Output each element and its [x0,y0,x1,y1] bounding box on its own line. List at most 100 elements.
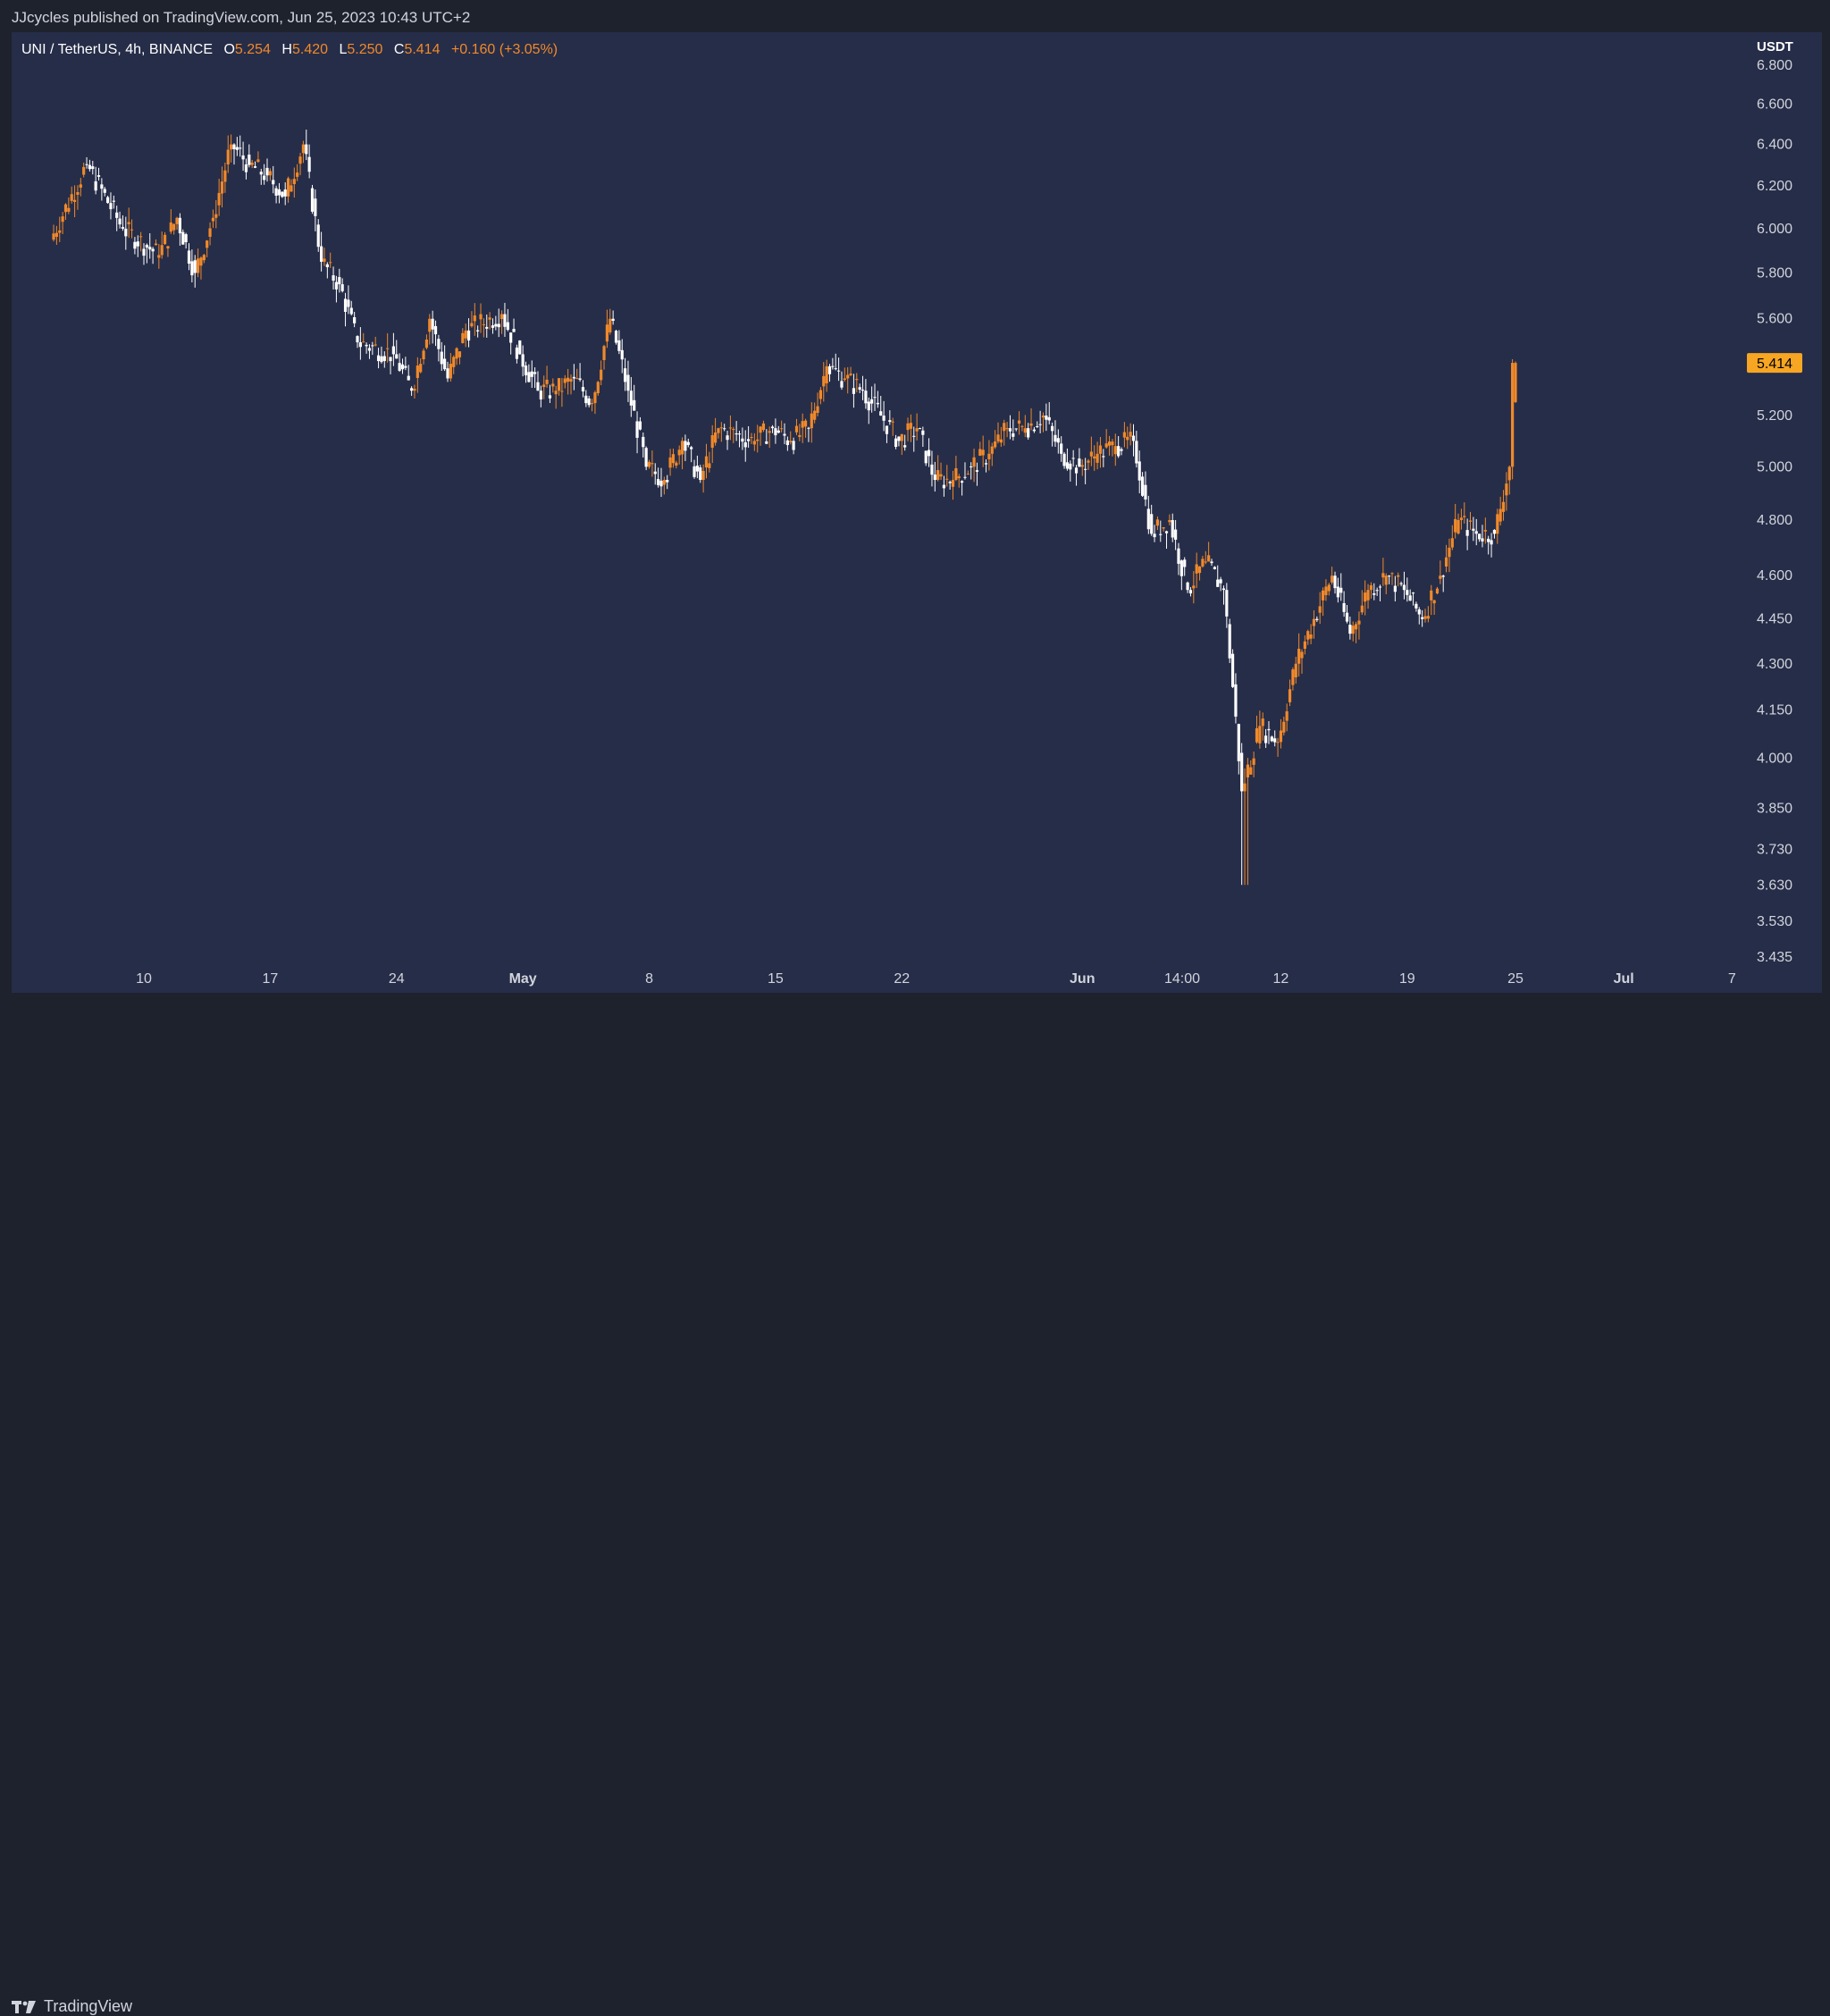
candle-body [635,421,639,438]
candle-up [1430,584,1433,616]
candle-up [1327,583,1331,596]
candle-body [1478,533,1482,540]
candle-body [1417,609,1421,615]
candle-up [1354,621,1358,643]
candle-up [196,248,200,278]
candle-up [822,362,826,402]
candle-up [458,351,462,365]
candle-body [897,436,901,441]
candle-body [1490,540,1493,545]
candle-body [443,358,447,370]
candle-down [283,182,287,206]
candle-up [1505,472,1508,511]
symbol-name[interactable]: UNI / TetherUS, 4h, BINANCE [21,42,213,57]
candle-body [840,381,844,388]
candle-down [785,436,789,451]
candle-up [554,385,558,409]
candle-up [1276,737,1280,757]
candle-body [638,421,642,430]
candle-body [1228,624,1231,659]
candle-body [1411,592,1415,594]
candle-body [1054,434,1057,442]
candle-down [783,423,786,445]
candle-body [1297,648,1301,664]
candle-body [554,391,558,395]
candle-body [557,378,561,391]
candle-body [79,184,82,188]
candle-down [148,233,152,259]
candle-body [1321,590,1325,601]
candle-body [184,234,188,243]
candle-body [1312,618,1316,626]
candle-up [906,417,910,441]
candle-down [723,424,726,432]
candlestick-chart[interactable]: 6.800 6.600 6.400 6.200 6.000 5.800 5.600 5.200… [12,32,1822,993]
candle-body [1303,641,1306,650]
candle-body [1225,590,1229,617]
candle-down [431,310,434,344]
candle-body [728,427,733,429]
candle-body [1279,730,1283,743]
tradingview-brand[interactable]: TradingView [12,1997,132,2016]
candle-down [145,243,148,264]
candle-down [509,332,513,355]
candle-down [305,130,308,161]
candle-body [1372,593,1376,595]
candle-body [109,203,113,210]
x-tick-label: 25 [1507,971,1524,987]
candle-body [488,317,491,320]
candle-up [1168,514,1171,525]
candle-down [1474,518,1478,546]
candle-up [1041,412,1045,433]
candle-body [668,457,672,468]
candle-down [1333,571,1337,594]
candle-down [666,475,669,490]
candle-body [106,197,110,204]
candle-up [846,366,850,394]
x-tick-label: 17 [262,971,278,987]
candle-body [970,466,973,467]
candle-body [1327,584,1331,592]
candle-body [999,439,1003,443]
open-value: 5.254 [234,42,271,57]
candle-up [76,185,80,210]
candle-down [187,243,191,271]
candle-body [792,441,795,450]
candle-down [391,332,395,366]
candle-body [433,325,438,335]
candle-up [915,413,919,441]
candle-up [1511,359,1515,480]
candle-down [623,357,627,391]
candle-body [1408,595,1412,601]
candle-body [253,166,257,168]
candle-up [560,378,564,407]
candle-down [864,379,868,409]
candle-down [942,475,946,497]
candle-up [230,134,233,163]
candle-body [419,364,423,373]
candle-body [596,382,600,394]
candle-down [1221,585,1226,605]
candle-body [347,299,350,307]
candle-body [1465,530,1469,536]
candle-body [921,430,925,435]
candle-body [1137,461,1141,481]
candle-up [1107,435,1112,456]
candle-body [422,350,425,360]
candle-up [891,417,894,436]
candle-down [765,429,768,445]
candle-up [166,246,170,257]
candle-down [1213,566,1216,570]
x-tick-label: 22 [894,971,910,987]
candle-up [202,254,206,264]
candle-body [765,441,768,444]
candle-up [268,168,272,181]
candle-down [1032,426,1037,433]
candle-body [870,399,874,404]
candle-up [710,424,714,464]
candle-body [708,463,711,468]
candle-body [202,255,206,261]
candle-up [987,440,991,471]
chart-panel[interactable]: 6.800 6.600 6.400 6.200 6.000 5.800 5.600 5.200… [12,32,1822,993]
candle-body [1414,603,1418,609]
